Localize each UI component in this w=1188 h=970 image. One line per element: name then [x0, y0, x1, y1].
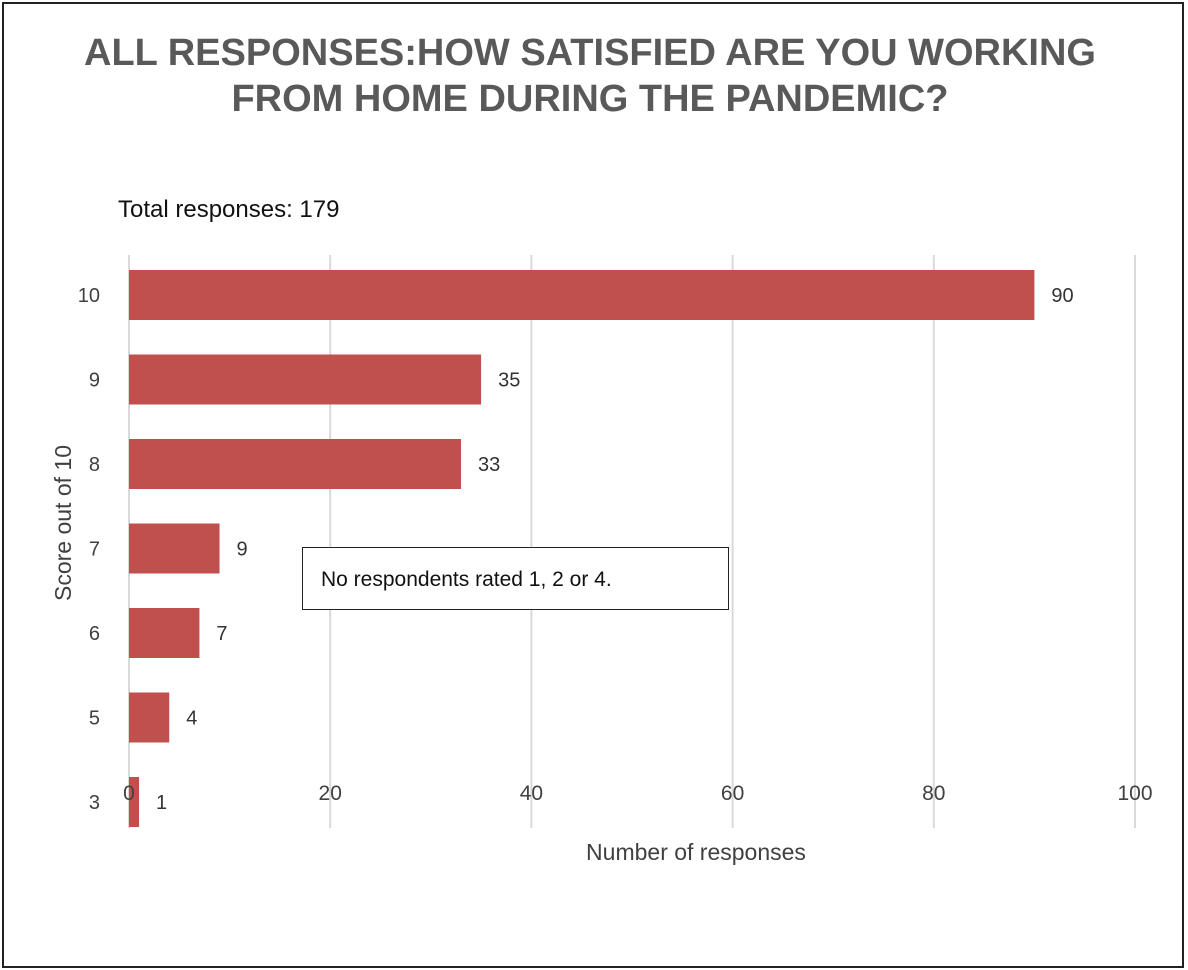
x-tick-label: 40: [520, 782, 543, 805]
data-label: 7: [216, 623, 227, 645]
y-tick-label: 6: [89, 623, 100, 645]
bar-5: [129, 692, 170, 743]
bar-9: [129, 354, 482, 405]
y-axis-title: Score out of 10: [50, 445, 76, 601]
bar-8: [129, 439, 461, 489]
y-tick-label: 7: [89, 539, 100, 561]
data-label: 4: [186, 708, 197, 730]
x-tick-label: 60: [721, 782, 744, 805]
annotation-text: No respondents rated 1, 2 or 4.: [321, 568, 612, 591]
bars: [129, 270, 1035, 827]
chart-title: ALL RESPONSES:HOW SATISFIED ARE YOU WORK…: [84, 32, 1096, 120]
x-tick-label: 20: [319, 782, 342, 805]
data-label: 33: [478, 454, 500, 476]
y-tick-label: 9: [89, 370, 100, 392]
bar-3: [129, 777, 140, 827]
x-tick-label: 100: [1117, 782, 1152, 805]
data-label: 35: [498, 370, 520, 392]
annotation-box: No respondents rated 1, 2 or 4.: [302, 547, 729, 610]
y-tick-label: 10: [78, 285, 100, 307]
y-tick-label: 8: [89, 454, 100, 476]
data-labels: 90 35 33 9 7 4 1: [156, 285, 1074, 814]
y-tick-label: 3: [89, 792, 100, 814]
total-responses-label: Total responses: 179: [118, 196, 340, 223]
bar-6: [129, 608, 200, 658]
bar-10: [129, 270, 1035, 320]
x-axis-title: Number of responses: [586, 839, 806, 865]
y-tick-labels: 10 9 8 7 6 5 3: [78, 285, 100, 814]
x-tick-label: 0: [123, 782, 135, 805]
bar-7: [129, 523, 220, 574]
y-tick-label: 5: [89, 708, 100, 730]
x-tick-labels: 0 20 40 60 80 100: [123, 782, 1152, 805]
data-label: 1: [156, 792, 167, 814]
data-label: 9: [237, 539, 248, 561]
data-label: 90: [1051, 285, 1073, 307]
x-tick-label: 80: [922, 782, 945, 805]
gridlines: [128, 255, 1136, 828]
